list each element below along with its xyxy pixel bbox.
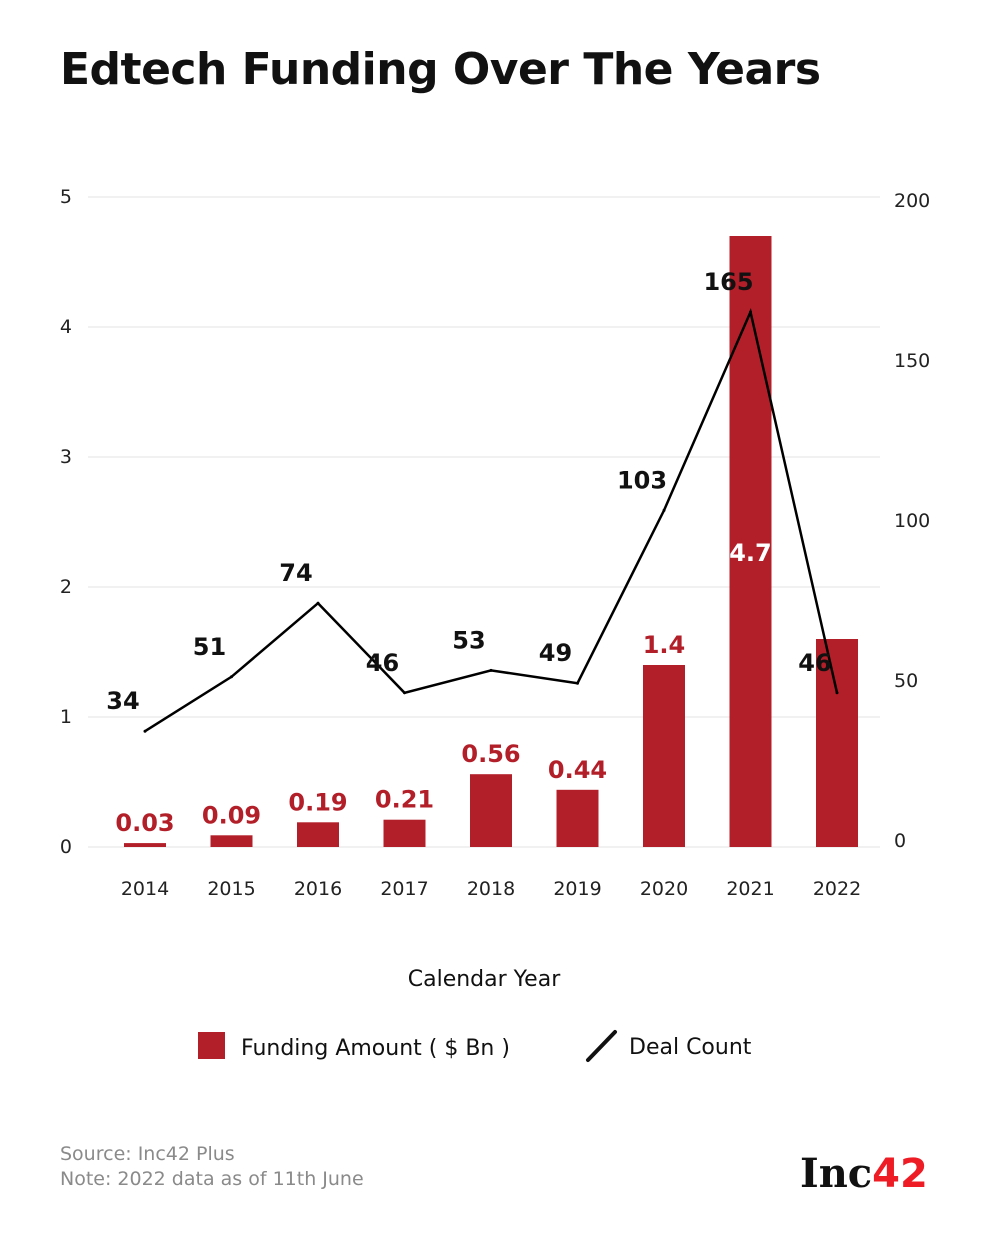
- left-axis-tick-label: 0: [60, 836, 72, 858]
- right-axis-tick-label: 200: [894, 190, 930, 212]
- source-text: Source: Inc42 Plus: [60, 1143, 235, 1165]
- deal-count-data-label: 165: [703, 268, 753, 296]
- funding-bar: [297, 822, 339, 847]
- x-axis-tick-label: 2015: [207, 878, 255, 900]
- x-axis-tick-label: 2019: [553, 878, 601, 900]
- deal-count-point: [316, 601, 320, 605]
- x-axis-tick-label: 2021: [726, 878, 774, 900]
- deal-count-point: [835, 691, 839, 695]
- funding-bar: [816, 639, 858, 847]
- deal-count-point: [230, 675, 233, 679]
- x-axis-tick-label: 2022: [813, 878, 861, 900]
- funding-data-label: 0.44: [548, 756, 607, 784]
- x-axis-tick-label: 2016: [294, 878, 342, 900]
- legend-line-swatch: [586, 1030, 617, 1062]
- deal-count-data-label: 74: [279, 559, 312, 587]
- deal-count-point: [403, 691, 406, 695]
- funding-data-label: 0.09: [202, 801, 261, 829]
- deal-count-point: [576, 681, 579, 685]
- left-axis-tick-label: 4: [60, 316, 72, 338]
- footer: Source: Inc42 Plus Note: 2022 data as of…: [60, 1142, 364, 1192]
- x-axis-title: Calendar Year: [408, 967, 561, 992]
- deal-count-point: [749, 310, 752, 314]
- legend-deal-count-label: Deal Count: [629, 1035, 752, 1060]
- deal-count-data-label: 53: [452, 626, 485, 654]
- chart-title: Edtech Funding Over The Years: [60, 44, 821, 95]
- deal-count-point: [489, 668, 493, 672]
- x-axis-tick-label: 2014: [121, 878, 169, 900]
- left-axis-tick-label: 1: [60, 706, 72, 728]
- funding-bar: [729, 236, 772, 847]
- funding-bar: [556, 789, 599, 847]
- right-axis-tick-label: 150: [894, 350, 930, 372]
- legend-funding-label: Funding Amount ( $ Bn ): [241, 1036, 510, 1061]
- funding-data-label: 4.7: [729, 539, 772, 567]
- right-axis-tick-label: 50: [894, 670, 918, 692]
- deal-count-point: [662, 508, 666, 512]
- note-text: Note: 2022 data as of 11th June: [60, 1168, 364, 1190]
- deal-count-data-label: 49: [539, 639, 572, 667]
- deal-count-data-label: 46: [798, 649, 831, 677]
- right-axis-tick-label: 100: [894, 510, 930, 532]
- x-axis-tick-label: 2017: [380, 878, 428, 900]
- deal-count-data-label: 46: [366, 649, 399, 677]
- deal-count-point: [143, 729, 147, 733]
- right-axis-tick-label: 0: [894, 830, 906, 852]
- left-axis-tick-label: 3: [60, 446, 72, 468]
- logo-accent: 42: [872, 1151, 928, 1197]
- funding-bar: [383, 819, 426, 847]
- funding-bar: [470, 774, 512, 847]
- funding-bar: [643, 665, 685, 847]
- funding-data-label: 1.4: [643, 631, 686, 659]
- funding-data-label: 0.21: [375, 786, 434, 814]
- left-axis-tick-label: 2: [60, 576, 72, 598]
- x-axis-tick-label: 2020: [640, 878, 688, 900]
- deal-count-data-label: 103: [617, 466, 667, 494]
- inc42-logo: Inc42: [800, 1150, 928, 1197]
- logo-text: Inc: [800, 1150, 873, 1197]
- funding-data-label: 1.6: [816, 942, 859, 970]
- legend-bar-swatch: [198, 1032, 225, 1059]
- left-axis-tick-label: 5: [60, 186, 72, 208]
- deal-count-data-label: 51: [193, 633, 226, 661]
- x-axis-tick-label: 2018: [467, 878, 515, 900]
- funding-data-label: 0.56: [461, 740, 520, 768]
- deal-count-data-label: 34: [106, 687, 139, 715]
- funding-bar: [124, 843, 166, 847]
- funding-data-label: 0.19: [288, 788, 347, 816]
- funding-bar: [210, 835, 253, 847]
- funding-data-label: 0.03: [115, 809, 174, 837]
